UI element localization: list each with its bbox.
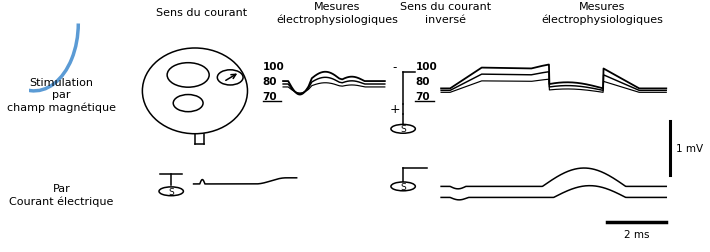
Text: 70: 70: [415, 91, 430, 101]
Text: Sens du courant: Sens du courant: [156, 8, 247, 18]
Text: 100: 100: [263, 62, 285, 72]
Text: 2 ms: 2 ms: [624, 229, 650, 239]
Circle shape: [391, 125, 415, 134]
Text: S: S: [400, 125, 406, 134]
Text: 80: 80: [263, 77, 277, 87]
Text: 1 mV: 1 mV: [677, 144, 704, 154]
Text: Sens du courant
inversé: Sens du courant inversé: [400, 2, 491, 25]
Text: 70: 70: [263, 91, 278, 101]
Ellipse shape: [173, 95, 203, 112]
Ellipse shape: [217, 71, 243, 86]
Text: S: S: [168, 187, 174, 196]
Text: -: -: [393, 61, 397, 74]
Ellipse shape: [143, 49, 248, 134]
Text: Par
Courant électrique: Par Courant électrique: [9, 184, 114, 207]
Text: Mesures
électrophysiologiques: Mesures électrophysiologiques: [541, 2, 662, 25]
Text: +: +: [390, 102, 400, 115]
Text: Stimulation
par
champ magnétique: Stimulation par champ magnétique: [7, 78, 116, 113]
Text: 80: 80: [415, 77, 430, 87]
Text: Mesures
électrophysiologiques: Mesures électrophysiologiques: [276, 2, 398, 25]
Text: S: S: [400, 182, 406, 191]
Text: 100: 100: [415, 62, 437, 72]
Ellipse shape: [167, 64, 209, 88]
Circle shape: [391, 182, 415, 191]
Circle shape: [159, 187, 183, 196]
